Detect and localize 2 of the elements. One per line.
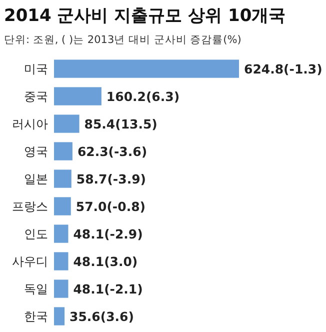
title: 2014 군사비 지출규모 상위 10개국 xyxy=(4,6,286,26)
subtitle: 단위: 조원, ( )는 2013년 대비 군사비 증감률(%) xyxy=(4,34,242,46)
